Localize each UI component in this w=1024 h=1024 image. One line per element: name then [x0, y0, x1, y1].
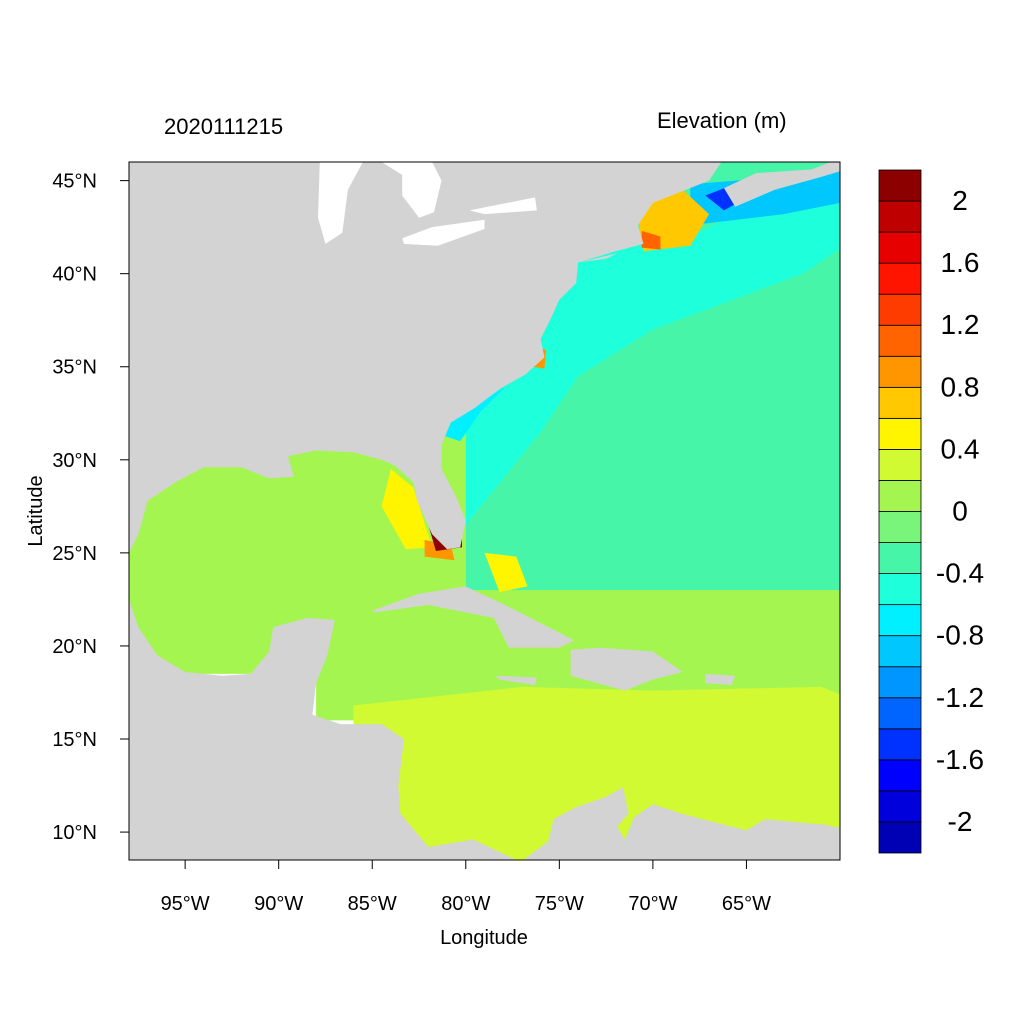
land-puerto-rico	[705, 673, 736, 685]
colorbar-bin	[878, 666, 922, 699]
colorbar-label: -1.2	[936, 682, 984, 713]
x-tick-label: 65°W	[722, 893, 771, 915]
colorbar-label: -1.6	[936, 744, 984, 775]
y-tick-label: 45°N	[52, 171, 97, 193]
y-tick-label: 10°N	[52, 822, 97, 844]
colorbar-bin	[878, 542, 922, 574]
colorbar-bin	[878, 355, 922, 388]
lake-erie	[402, 219, 485, 246]
x-tick-label: 80°W	[441, 893, 490, 915]
colorbar-bin	[878, 231, 922, 264]
y-tick-label: 40°N	[52, 264, 97, 286]
land-hispaniola	[570, 647, 683, 691]
land-nova-scotia	[724, 162, 840, 207]
y-tick-label: 15°N	[52, 729, 97, 751]
colorbar-bin	[878, 790, 922, 823]
colorbar-bin	[878, 293, 922, 326]
plot-frame	[128, 161, 841, 861]
x-axis: 95°W 90°W 85°W 80°W 75°W 70°W 65°W	[161, 860, 771, 915]
colorbar-bin	[878, 324, 922, 357]
colorbar-bin	[878, 169, 922, 202]
colorbar-bin	[878, 728, 922, 761]
region-southeast-coastal-band	[432, 385, 507, 442]
colorbar-label: -0.4	[936, 558, 984, 589]
land-south-america	[524, 787, 840, 860]
y-tick-label: 35°N	[52, 357, 97, 379]
y-tick-label: 25°N	[52, 543, 97, 565]
land-north-america	[129, 162, 722, 553]
colorbar-bin	[878, 449, 922, 481]
land-cuba	[372, 586, 575, 648]
x-tick-label: 70°W	[628, 893, 677, 915]
colorbar-bin	[878, 821, 922, 854]
y-tick-label: 30°N	[52, 450, 97, 472]
colorbar-bin	[878, 759, 922, 792]
colorbar-bin	[878, 573, 922, 606]
lake-michigan	[318, 162, 363, 244]
colorbar-bin	[878, 262, 922, 295]
lake-huron	[381, 162, 442, 218]
region-cape-cod-surge	[641, 230, 661, 250]
map-plot-area	[129, 162, 840, 860]
y-axis-title: Latitude	[25, 475, 47, 546]
colorbar-bin	[878, 511, 922, 543]
land-long-island	[578, 253, 618, 263]
colorbar-label: 0.8	[941, 371, 980, 402]
timestamp-label: 2020111215	[164, 114, 283, 139]
colorbar-label: -2	[948, 806, 973, 837]
region-northeast-shelf	[437, 174, 840, 535]
lake-ontario	[469, 197, 537, 215]
colorbar-bin	[878, 200, 922, 233]
x-axis-title: Longitude	[440, 927, 528, 949]
colorbar-bin	[878, 480, 922, 512]
x-tick-label: 75°W	[535, 893, 584, 915]
colorbar-bin	[878, 697, 922, 730]
x-tick-label: 85°W	[348, 893, 397, 915]
colorbar-label: 0.4	[941, 433, 980, 464]
colorbar-label: 0	[952, 496, 968, 527]
x-tick-label: 95°W	[161, 893, 210, 915]
colorbar-bin	[878, 635, 922, 668]
land-jamaica	[495, 675, 537, 685]
colorbar-label: 2	[952, 185, 968, 216]
colorbar-bin	[878, 386, 922, 419]
colorbar-bin	[878, 604, 922, 637]
colorbar-label: 1.2	[941, 309, 980, 340]
land-mexico-central-america	[129, 599, 517, 860]
x-tick-label: 90°W	[254, 893, 303, 915]
region-great-bahama-bank	[484, 552, 528, 592]
colorbar-label: 1.6	[941, 247, 980, 278]
y-axis: 45°N 40°N 35°N 30°N 25°N 20°N 15°N 10°N	[52, 171, 129, 844]
colorbar-label: -0.8	[936, 620, 984, 651]
colorbar: 2 1.6 1.2 0.8 0.4 0 -0.4 -0.8 -1.2 -1.6 -2	[878, 169, 984, 854]
y-tick-label: 20°N	[52, 636, 97, 658]
region-west-florida-shelf	[381, 469, 433, 550]
colorbar-title: Elevation (m)	[657, 108, 787, 133]
region-caribbean-south	[353, 686, 840, 860]
colorbar-bin	[878, 417, 922, 450]
